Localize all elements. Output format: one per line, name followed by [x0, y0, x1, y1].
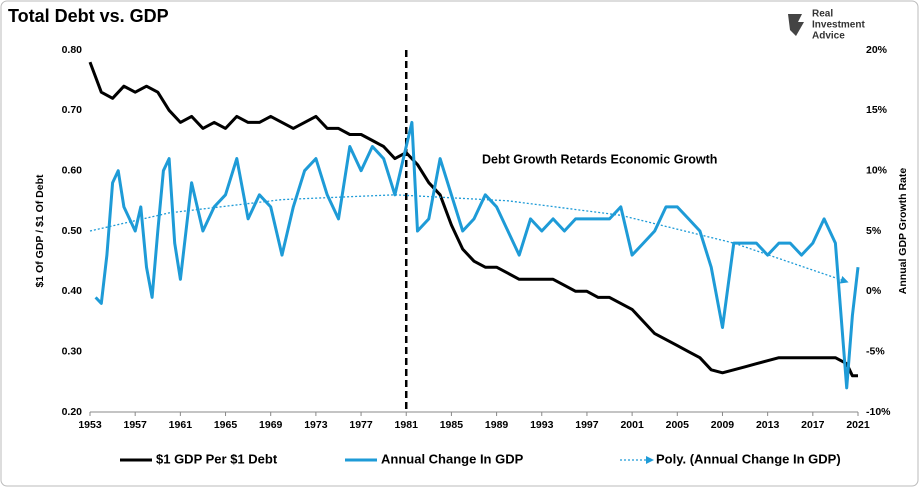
- x-tick-label: 1985: [440, 419, 464, 431]
- x-tick-label: 2021: [846, 419, 870, 431]
- chart-title: Total Debt vs. GDP: [8, 6, 169, 26]
- y-axis-title: $1 Of GDP / $1 Of Debt: [34, 174, 46, 288]
- x-tick-label: 1957: [123, 419, 147, 431]
- logo-text: Real: [812, 9, 833, 20]
- y2-tick-label: 15%: [866, 104, 888, 116]
- y-tick-label: 0.60: [62, 164, 83, 176]
- y2-tick-label: 5%: [866, 225, 882, 237]
- x-tick-label: 2013: [756, 419, 780, 431]
- x-tick-label: 1969: [259, 419, 283, 431]
- x-tick-label: 1977: [349, 419, 373, 431]
- y2-tick-label: 20%: [866, 44, 888, 56]
- x-tick-label: 1997: [575, 419, 599, 431]
- x-tick-label: 1973: [304, 419, 328, 431]
- legend-label: $1 GDP Per $1 Debt: [156, 451, 278, 466]
- y-tick-label: 0.20: [62, 406, 83, 418]
- x-tick-label: 1953: [78, 419, 102, 431]
- x-tick-label: 2001: [620, 419, 644, 431]
- y2-tick-label: -5%: [866, 345, 885, 357]
- logo-text: Investment: [812, 20, 865, 31]
- y2-tick-label: -10%: [866, 406, 891, 418]
- y-tick-label: 0.80: [62, 44, 83, 56]
- logo-text: Advice: [812, 31, 845, 42]
- series-line: [89, 194, 849, 284]
- x-tick-label: 1961: [169, 419, 193, 431]
- x-tick-label: 2005: [666, 419, 690, 431]
- y2-tick-label: 0%: [866, 285, 882, 297]
- y-tick-label: 0.50: [62, 225, 83, 237]
- x-tick-label: 2009: [711, 419, 735, 431]
- x-tick-label: 1989: [485, 419, 509, 431]
- series-line: [94, 120, 860, 390]
- y2-axis-title: Annual GDP Growth Rate: [897, 168, 909, 295]
- logo-icon: [788, 14, 804, 36]
- series-line: [88, 61, 858, 378]
- legend-label: Annual Change In GDP: [381, 451, 524, 466]
- y-tick-label: 0.40: [62, 285, 83, 297]
- x-tick-label: 1981: [395, 419, 419, 431]
- y2-tick-label: 10%: [866, 164, 888, 176]
- annotation: Debt Growth Retards Economic Growth: [482, 152, 717, 166]
- x-tick-label: 1965: [214, 419, 238, 431]
- x-tick-label: 1993: [530, 419, 554, 431]
- y-tick-label: 0.30: [62, 345, 83, 357]
- y-tick-label: 0.70: [62, 104, 83, 116]
- legend-label: Poly. (Annual Change In GDP): [656, 451, 841, 466]
- x-tick-label: 2017: [801, 419, 825, 431]
